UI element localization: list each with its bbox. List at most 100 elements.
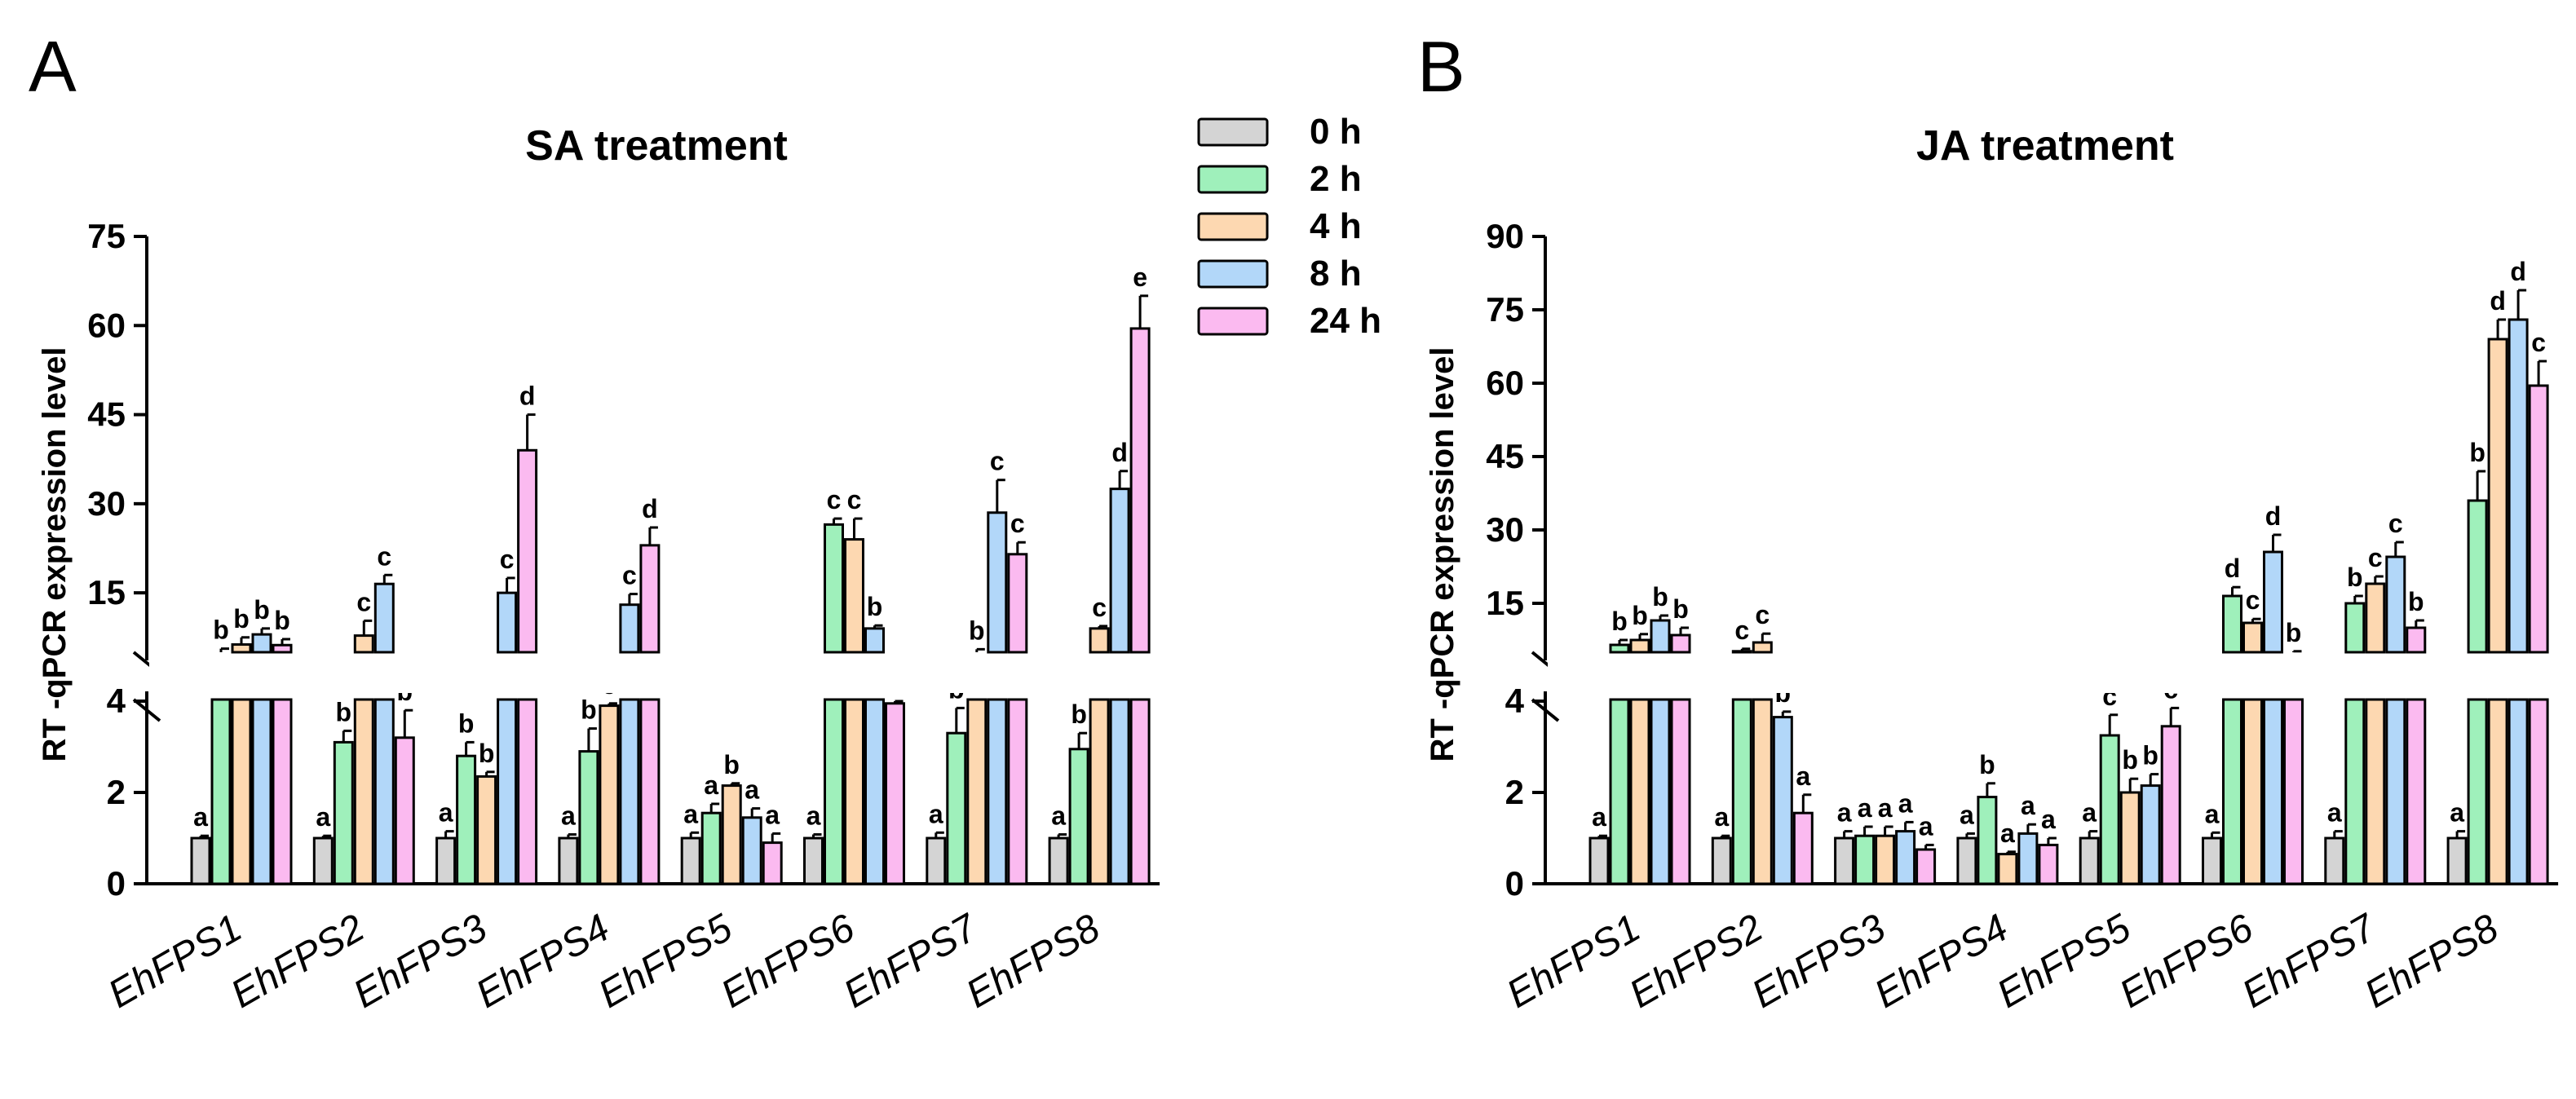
significance-letter-sa: c — [1092, 593, 1107, 622]
bar-lower-ja — [2508, 698, 2529, 885]
significance-letter-ja: a — [2082, 798, 2097, 828]
bar-sa — [762, 841, 783, 885]
significance-letter-sa: d — [1111, 438, 1128, 467]
bar-ja — [1977, 796, 1998, 885]
bar-lower-sa — [1089, 698, 1110, 885]
bar-lower-ja — [1731, 698, 1752, 885]
significance-letter-sa: b — [213, 616, 229, 645]
legend-swatch-0h — [1197, 117, 1269, 147]
bar-lower-sa — [844, 698, 864, 885]
bar-lower-ja — [2242, 698, 2263, 885]
significance-letter-ja: a — [1858, 793, 1872, 823]
significance-letter-ja: d — [2490, 286, 2506, 316]
significance-letter-ja: a — [1796, 761, 1810, 791]
bar-upper-ja — [1609, 643, 1630, 654]
bar-lower-ja — [2406, 698, 2427, 885]
y-tick-label-sa: 4 — [107, 682, 126, 720]
y-tick-label-sa: 0 — [107, 864, 126, 903]
category-label-ja: EhFPS3 — [1745, 906, 1893, 1016]
chart-ja: 024153045607590abbbbEhFPS1accbaEhFPS2aaa… — [1486, 217, 2574, 1017]
significance-letter-ja: a — [2327, 798, 2342, 828]
legend-label-0h: 0 h — [1310, 112, 1362, 152]
significance-letter-sa: b — [233, 604, 250, 633]
significance-letter-ja: d — [2225, 554, 2241, 583]
bar-upper-ja — [1731, 650, 1752, 654]
bar-sa — [885, 702, 905, 885]
bar-ja — [1792, 811, 1814, 885]
bar-upper-ja — [2222, 594, 2242, 654]
bar-ja — [1997, 853, 2018, 885]
bar-sa — [680, 836, 701, 885]
significance-letter-ja: a — [2205, 799, 2220, 828]
y-tick-label-sa: 30 — [87, 484, 126, 523]
y-tick-label-sa: 45 — [87, 395, 126, 434]
y-tick-label-ja: 75 — [1486, 290, 1524, 329]
bar-sa — [1068, 748, 1089, 885]
bar-upper-sa — [987, 511, 1008, 654]
bar-ja — [1854, 834, 1876, 885]
bar-lower-sa — [231, 698, 252, 885]
bar-ja — [1772, 716, 1793, 885]
y-tick-label-ja: 30 — [1486, 510, 1524, 549]
y-tick-label-ja: 45 — [1486, 437, 1524, 475]
significance-letter-ja: b — [1611, 607, 1628, 636]
axis-break-mark-sa — [132, 698, 161, 722]
bar-lower-ja — [2385, 698, 2406, 885]
bar-ja — [2119, 791, 2141, 885]
axis-break-mark-ja — [1531, 698, 1560, 722]
category-label-sa: EhFPS5 — [591, 906, 740, 1016]
bar-sa — [476, 775, 497, 885]
bar-lower-sa — [824, 698, 844, 885]
legend-swatch-8h — [1197, 259, 1269, 289]
bar-lower-ja — [2365, 698, 2386, 885]
bar-upper-ja — [1752, 641, 1773, 654]
bar-sa — [578, 750, 599, 885]
bar-upper-ja — [2365, 582, 2386, 654]
significance-letter-sa: b — [581, 695, 597, 725]
bar-upper-sa — [1007, 553, 1028, 654]
bar-sa — [312, 836, 334, 885]
bar-upper-sa — [497, 591, 518, 654]
significance-letter-ja: c — [1755, 600, 1770, 629]
axis-break-gap-sa — [149, 660, 1175, 693]
category-label-ja: EhFPS8 — [2357, 906, 2506, 1016]
category-label-ja: EhFPS1 — [1500, 907, 1647, 1017]
bar-upper-sa — [373, 582, 395, 654]
significance-letter-ja: a — [1878, 793, 1893, 823]
bar-upper-sa — [1109, 488, 1130, 654]
significance-letter-ja: b — [1672, 594, 1689, 624]
legend-label-2h: 2 h — [1310, 159, 1362, 199]
bar-lower-sa — [373, 698, 395, 885]
bar-lower-sa — [619, 698, 640, 885]
bar-upper-ja — [2344, 602, 2366, 654]
bar-upper-sa — [231, 643, 252, 654]
y-axis-label-sa: RT -qPCR expression level — [37, 346, 73, 761]
significance-letter-sa: c — [356, 587, 371, 616]
bar-lower-sa — [353, 698, 374, 885]
bar-ja — [1915, 848, 1937, 885]
significance-letter-sa: b — [274, 606, 290, 635]
category-label-sa: EhFPS6 — [714, 906, 863, 1016]
significance-letter-sa: d — [642, 494, 658, 523]
bar-upper-ja — [2528, 384, 2549, 654]
y-tick-label-ja: 60 — [1486, 364, 1524, 402]
bar-lower-sa — [987, 698, 1008, 885]
category-label-sa: EhFPS8 — [959, 906, 1107, 1016]
significance-letter-sa: b — [723, 750, 740, 779]
legend-swatch-24h — [1197, 307, 1269, 336]
bar-sa — [558, 836, 579, 885]
category-label-sa: EhFPS3 — [347, 906, 495, 1016]
bar-ja — [1711, 836, 1732, 885]
bar-sa — [803, 836, 824, 885]
bar-upper-sa — [1089, 627, 1110, 654]
significance-letter-ja: a — [2450, 798, 2464, 828]
y-tick-label-ja: 0 — [1505, 864, 1524, 903]
legend-label-4h: 4 h — [1310, 206, 1362, 246]
bar-upper-sa — [251, 633, 272, 654]
bar-ja — [2140, 784, 2161, 885]
significance-letter-sa: a — [561, 801, 576, 831]
significance-letter-sa: b — [254, 595, 270, 625]
category-label-ja: EhFPS2 — [1622, 907, 1770, 1017]
panel-letter-a: A — [29, 26, 77, 107]
significance-letter-sa: a — [1051, 801, 1066, 831]
